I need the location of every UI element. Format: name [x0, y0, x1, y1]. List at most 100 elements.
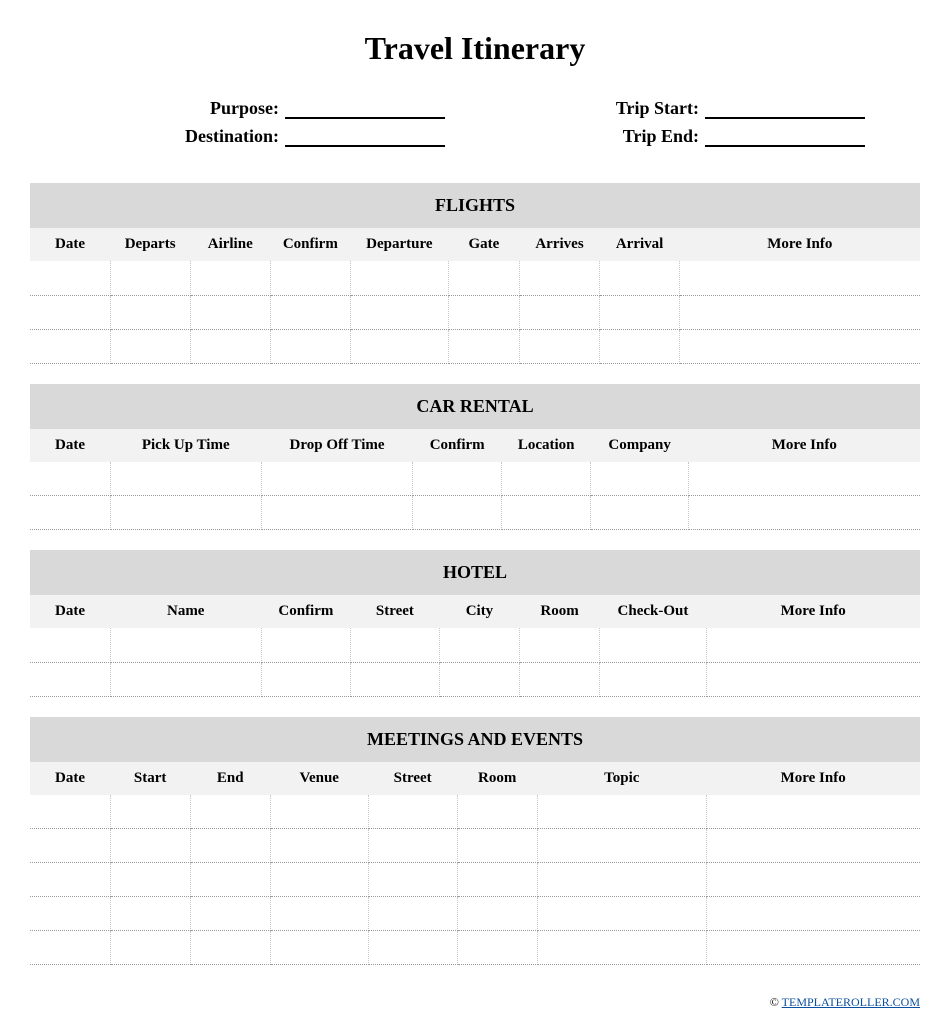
footer-link[interactable]: TEMPLATEROLLER.COM — [782, 995, 920, 1009]
meetings-cell[interactable] — [190, 795, 270, 829]
meetings-cell[interactable] — [457, 897, 537, 931]
hotel-cell[interactable] — [261, 662, 350, 696]
hotel-cell[interactable] — [600, 662, 707, 696]
meetings-cell[interactable] — [110, 829, 190, 863]
meetings-cell[interactable] — [537, 829, 706, 863]
meetings-cell[interactable] — [706, 829, 920, 863]
hotel-cell[interactable] — [439, 628, 519, 662]
hotel-cell[interactable] — [439, 662, 519, 696]
meetings-cell[interactable] — [110, 931, 190, 965]
car-rental-cell[interactable] — [261, 462, 412, 496]
hotel-cell[interactable] — [600, 628, 707, 662]
flights-cell[interactable] — [519, 295, 599, 329]
flights-cell[interactable] — [110, 261, 190, 295]
car-rental-cell[interactable] — [110, 496, 261, 530]
hotel-cell[interactable] — [110, 628, 261, 662]
meetings-cell[interactable] — [270, 931, 368, 965]
hotel-cell[interactable] — [350, 662, 439, 696]
meetings-cell[interactable] — [368, 795, 457, 829]
meetings-cell[interactable] — [110, 863, 190, 897]
car-rental-cell[interactable] — [502, 462, 591, 496]
car-rental-cell[interactable] — [261, 496, 412, 530]
car-rental-cell[interactable] — [502, 496, 591, 530]
meetings-cell[interactable] — [706, 897, 920, 931]
meetings-cell[interactable] — [270, 795, 368, 829]
flights-cell[interactable] — [448, 329, 519, 363]
flights-cell[interactable] — [680, 261, 920, 295]
flights-cell[interactable] — [350, 295, 448, 329]
car-rental-cell[interactable] — [591, 462, 689, 496]
car-rental-cell[interactable] — [413, 462, 502, 496]
hotel-cell[interactable] — [350, 628, 439, 662]
flights-cell[interactable] — [350, 261, 448, 295]
flights-cell[interactable] — [190, 295, 270, 329]
flights-cell[interactable] — [680, 329, 920, 363]
flights-cell[interactable] — [270, 295, 350, 329]
meetings-cell[interactable] — [457, 829, 537, 863]
meetings-cell[interactable] — [537, 863, 706, 897]
flights-cell[interactable] — [350, 329, 448, 363]
flights-cell[interactable] — [519, 329, 599, 363]
meetings-cell[interactable] — [190, 931, 270, 965]
hotel-cell[interactable] — [30, 662, 110, 696]
car-rental-cell[interactable] — [30, 462, 110, 496]
meetings-cell[interactable] — [110, 897, 190, 931]
car-rental-cell[interactable] — [689, 462, 920, 496]
flights-cell[interactable] — [448, 261, 519, 295]
trip-start-input[interactable] — [705, 97, 865, 119]
meetings-cell[interactable] — [706, 863, 920, 897]
meetings-cell[interactable] — [706, 795, 920, 829]
meetings-cell[interactable] — [368, 829, 457, 863]
meetings-cell[interactable] — [368, 897, 457, 931]
flights-cell[interactable] — [190, 261, 270, 295]
meetings-cell[interactable] — [457, 931, 537, 965]
meetings-cell[interactable] — [110, 795, 190, 829]
car-rental-cell[interactable] — [110, 462, 261, 496]
car-rental-cell[interactable] — [30, 496, 110, 530]
meetings-cell[interactable] — [190, 897, 270, 931]
purpose-input[interactable] — [285, 97, 445, 119]
flights-cell[interactable] — [110, 295, 190, 329]
meetings-cell[interactable] — [537, 931, 706, 965]
flights-cell[interactable] — [270, 261, 350, 295]
flights-cell[interactable] — [30, 261, 110, 295]
car-rental-cell[interactable] — [689, 496, 920, 530]
hotel-cell[interactable] — [30, 628, 110, 662]
meetings-cell[interactable] — [457, 795, 537, 829]
meetings-cell[interactable] — [30, 863, 110, 897]
flights-cell[interactable] — [448, 295, 519, 329]
meetings-cell[interactable] — [30, 931, 110, 965]
car-rental-cell[interactable] — [591, 496, 689, 530]
meetings-cell[interactable] — [30, 795, 110, 829]
hotel-cell[interactable] — [706, 628, 920, 662]
flights-cell[interactable] — [600, 329, 680, 363]
flights-cell[interactable] — [600, 261, 680, 295]
meetings-cell[interactable] — [190, 863, 270, 897]
flights-cell[interactable] — [680, 295, 920, 329]
trip-end-input[interactable] — [705, 125, 865, 147]
meetings-cell[interactable] — [190, 829, 270, 863]
flights-cell[interactable] — [600, 295, 680, 329]
meetings-cell[interactable] — [537, 795, 706, 829]
meetings-cell[interactable] — [368, 863, 457, 897]
meetings-cell[interactable] — [270, 829, 368, 863]
meetings-cell[interactable] — [537, 897, 706, 931]
destination-input[interactable] — [285, 125, 445, 147]
hotel-cell[interactable] — [519, 662, 599, 696]
meetings-cell[interactable] — [270, 863, 368, 897]
flights-cell[interactable] — [190, 329, 270, 363]
flights-cell[interactable] — [270, 329, 350, 363]
flights-cell[interactable] — [519, 261, 599, 295]
flights-cell[interactable] — [30, 295, 110, 329]
meetings-cell[interactable] — [30, 829, 110, 863]
meetings-cell[interactable] — [270, 897, 368, 931]
meetings-cell[interactable] — [457, 863, 537, 897]
hotel-cell[interactable] — [261, 628, 350, 662]
hotel-cell[interactable] — [110, 662, 261, 696]
hotel-cell[interactable] — [519, 628, 599, 662]
car-rental-cell[interactable] — [413, 496, 502, 530]
flights-cell[interactable] — [110, 329, 190, 363]
flights-cell[interactable] — [30, 329, 110, 363]
hotel-cell[interactable] — [706, 662, 920, 696]
meetings-cell[interactable] — [30, 897, 110, 931]
